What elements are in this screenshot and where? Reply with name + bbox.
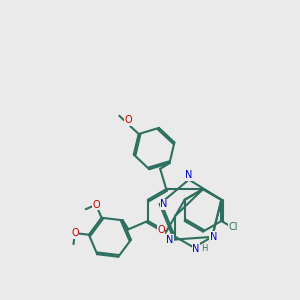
Text: Cl: Cl (229, 222, 238, 232)
Text: O: O (157, 225, 165, 235)
Text: O: O (124, 116, 132, 125)
Text: O: O (71, 228, 79, 238)
Text: N: N (166, 235, 173, 244)
Text: N: N (193, 244, 200, 254)
Text: H: H (201, 244, 207, 253)
Text: O: O (92, 200, 100, 210)
Text: N: N (185, 170, 193, 180)
Text: N: N (210, 232, 217, 242)
Text: N: N (160, 199, 168, 209)
